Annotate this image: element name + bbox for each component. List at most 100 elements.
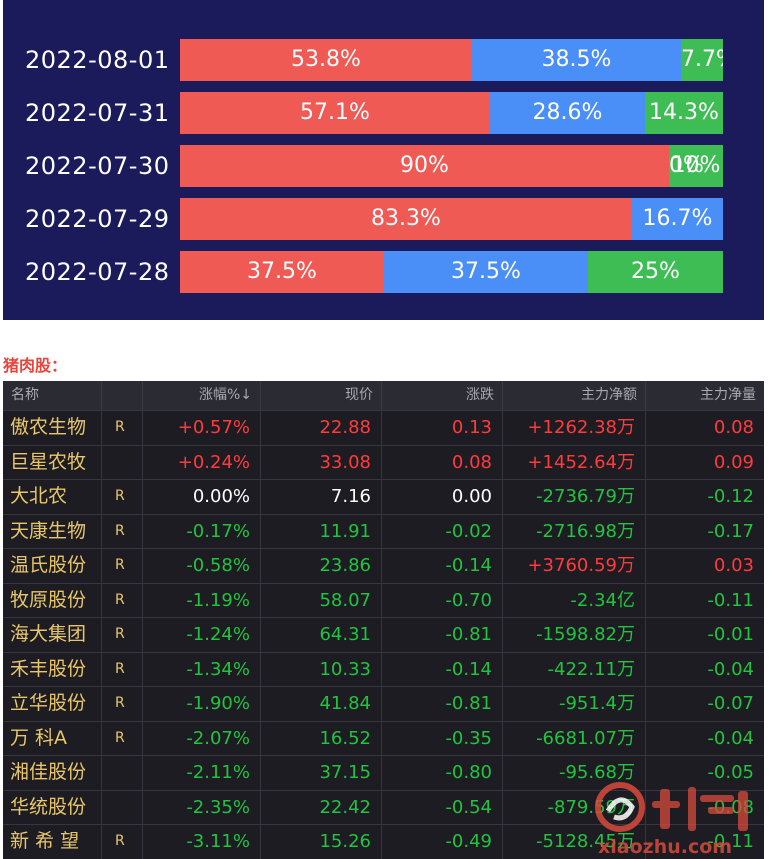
stock-name[interactable]: 傲农生物 [3,411,102,445]
stock-name[interactable]: 牧原股份 [3,583,102,617]
stock-name[interactable]: 温氏股份 [3,549,102,583]
up-segment: 90% [180,145,669,187]
table-row[interactable]: 万 科A R -2.07% 16.52 -0.35 -6681.07万 -0.04 [3,720,764,755]
up-segment: 53.8% [180,39,472,81]
margin-badge: R [102,583,143,617]
net-volume-cell: 0.03 [713,555,754,576]
net-volume-cell: -0.11 [707,589,754,611]
flat-segment: 28.6% [490,92,645,134]
stock-name[interactable]: 湘佳股份 [3,756,102,790]
breadth-row: 2022-07-29 83.3%16.7%0% [3,198,764,240]
change-pct-cell: -3.11% [143,825,261,859]
price-cell: 10.33 [261,652,382,686]
stock-name[interactable]: 大北农 [3,480,102,514]
table-row[interactable]: 海大集团 R -1.24% 64.31 -0.81 -1598.82万 -0.01 [3,617,764,652]
change-cell: -0.70 [382,583,503,617]
change-cell: 0.13 [382,411,503,445]
price-cell: 7.16 [261,480,382,514]
price-cell: 33.08 [261,445,382,479]
header-net-volume[interactable]: 主力净量 [700,387,756,403]
net-amount-cell: -2716.98万 [503,514,646,548]
table-row[interactable]: 牧原股份 R -1.19% 58.07 -0.70 -2.34亿 -0.11 [3,582,764,617]
market-breadth-panel: 2022-08-0153.8%38.5%7.7%2022-07-3157.1%2… [3,0,764,320]
net-amount-cell: -6681.07万 [503,721,646,755]
price-cell: 37.15 [261,756,382,790]
stock-name[interactable]: 巨星农牧 [3,445,102,479]
flat-segment: 37.5% [384,251,588,293]
net-amount-cell: -879.59万 [503,790,646,824]
table-row[interactable]: 湘佳股份 -2.11% 37.15 -0.80 -95.68万 -0.05 [3,755,764,790]
net-volume-cell: -0.04 [707,727,754,749]
up-segment: 83.3% [180,198,632,240]
table-row[interactable]: 傲农生物 R +0.57% 22.88 0.13 +1262.38万 0.08 [3,410,764,445]
margin-badge: R [102,618,143,652]
breadth-date: 2022-07-28 [25,258,170,286]
net-amount-cell: -1598.82万 [503,618,646,652]
price-cell: 58.07 [261,583,382,617]
table-row[interactable]: 大北农 R 0.00% 7.16 0.00 -2736.79万 -0.12 [3,479,764,514]
stock-table: 名称 涨幅%↓ 现价 涨跌 主力净额 主力净量 傲农生物 R +0.57% 22.88… [3,381,764,859]
margin-badge: R [102,652,143,686]
stock-name[interactable]: 华统股份 [3,790,102,824]
margin-badge [102,445,143,479]
stock-name[interactable]: 海大集团 [3,618,102,652]
net-volume-cell: -0.04 [707,658,754,680]
breadth-date: 2022-07-30 [25,152,170,180]
table-row[interactable]: 华统股份 -2.35% 22.42 -0.54 -879.59万 -0.08 [3,789,764,824]
table-row[interactable]: 温氏股份 R -0.58% 23.86 -0.14 +3760.59万 0.03 [3,548,764,583]
net-volume-cell: 0.09 [713,451,754,473]
down-segment: 25% [588,251,723,293]
stock-name[interactable]: 万 科A [3,721,102,755]
change-pct-cell: -1.90% [143,687,261,721]
header-change[interactable]: 涨跌 [382,381,503,410]
header-name[interactable]: 名称 [3,381,102,410]
change-cell: -0.14 [382,549,503,583]
table-row[interactable]: 巨星农牧 +0.24% 33.08 0.08 +1452.64万 0.09 [3,444,764,479]
stock-name[interactable]: 禾丰股份 [3,652,102,686]
header-net-amount[interactable]: 主力净额 [503,381,646,410]
change-cell: -0.80 [382,756,503,790]
table-row[interactable]: 禾丰股份 R -1.34% 10.33 -0.14 -422.11万 -0.04 [3,651,764,686]
breadth-date: 2022-08-01 [25,46,170,74]
header-price[interactable]: 现价 [261,381,382,410]
change-pct-cell: +0.57% [143,411,261,445]
breadth-bar: 37.5% 37.5% 25% [180,251,723,293]
table-body: 傲农生物 R +0.57% 22.88 0.13 +1262.38万 0.08 巨星农牧 +0.… [3,410,764,859]
price-cell: 15.26 [261,825,382,859]
price-cell: 41.84 [261,687,382,721]
breadth-date: 2022-07-31 [25,99,170,127]
change-pct-cell: -2.35% [143,790,261,824]
table-row[interactable]: 立华股份 R -1.90% 41.84 -0.81 -951.4万 -0.07 [3,686,764,721]
net-amount-cell: +1262.38万 [503,411,646,445]
table-row[interactable]: 新 希 望 R -3.11% 15.26 -0.49 -5128.45万 -0.11 [3,824,764,859]
breadth-row: 2022-07-28 37.5% 37.5% 25% [3,251,764,293]
net-volume-cell: -0.12 [707,486,754,507]
stock-name[interactable]: 天康生物 [3,514,102,548]
change-cell: -0.35 [382,721,503,755]
stock-name[interactable]: 立华股份 [3,687,102,721]
margin-badge: R [102,411,143,445]
net-volume-cell: -0.05 [707,762,754,783]
down-segment: 14.3% [645,92,723,134]
breadth-bar: 57.1% 28.6% 14.3% [180,92,723,134]
net-amount-cell: -951.4万 [503,687,646,721]
header-change-pct[interactable]: 涨幅%↓ [143,381,261,410]
price-cell: 23.86 [261,549,382,583]
change-pct-cell: -0.17% [143,514,261,548]
change-pct-cell: -2.11% [143,756,261,790]
stock-name[interactable]: 新 希 望 [3,825,102,859]
margin-badge: R [102,721,143,755]
net-amount-cell: -95.68万 [503,756,646,790]
net-volume-cell: -0.08 [707,796,754,818]
breadth-bar: 83.3%16.7%0% [180,198,723,240]
table-row[interactable]: 天康生物 R -0.17% 11.91 -0.02 -2716.98万 -0.17 [3,513,764,548]
margin-badge [102,790,143,824]
change-cell: -0.14 [382,652,503,686]
change-pct-cell: 0.00% [143,480,261,514]
price-cell: 11.91 [261,514,382,548]
change-cell: -0.81 [382,618,503,652]
section-title: 猪肉股： [3,356,68,375]
net-volume-cell: -0.11 [707,831,754,852]
net-volume-cell: 0.08 [713,417,754,438]
net-volume-cell: -0.07 [707,693,754,714]
